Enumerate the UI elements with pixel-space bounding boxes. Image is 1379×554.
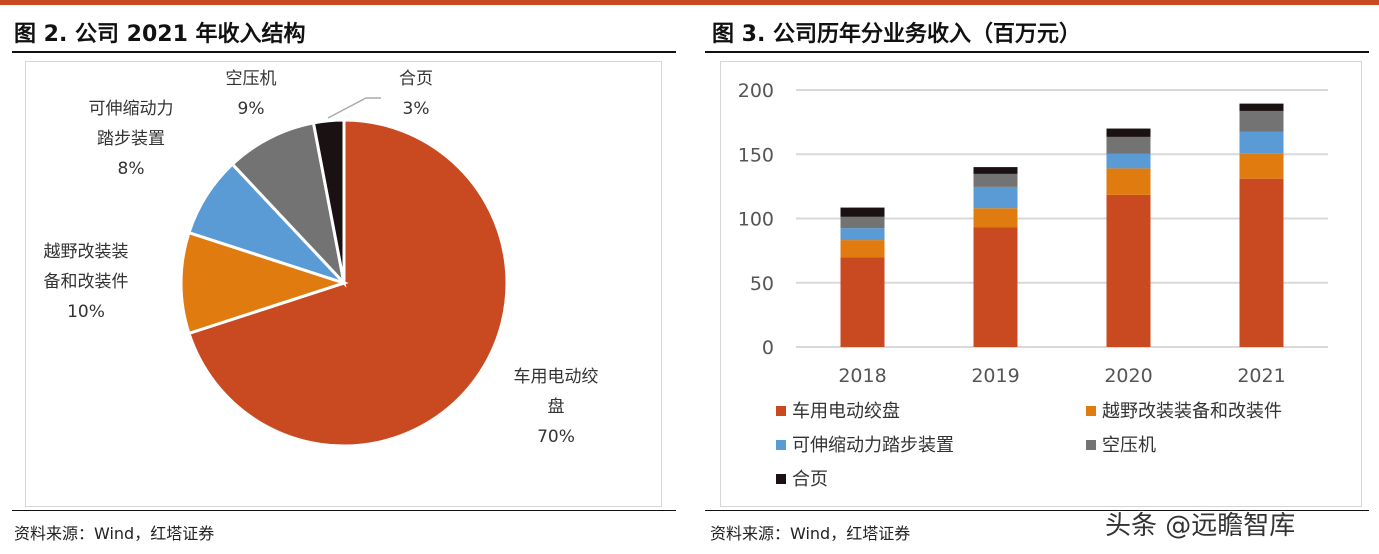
bar-segment xyxy=(1106,194,1151,347)
source-rule xyxy=(705,510,1369,511)
bar-segment xyxy=(973,227,1018,347)
x-tick-label: 2018 xyxy=(838,365,886,387)
legend-label: 可伸缩动力踏步装置 xyxy=(792,435,954,456)
legend-label: 车用电动绞盘 xyxy=(792,401,900,422)
top-accent-line xyxy=(0,0,1379,5)
bar-segment xyxy=(1239,153,1284,179)
legend-swatch xyxy=(776,406,786,416)
x-tick-label: 2019 xyxy=(971,365,1019,387)
legend-swatch xyxy=(1086,406,1096,416)
legend-label: 合页 xyxy=(792,469,828,490)
bar-segment xyxy=(840,257,885,347)
bar-chart: 0 50 100 150 200 2018 2019 2020 2021 车用电动绞盘 越野改装装备… xyxy=(738,80,1328,490)
bar-segment xyxy=(973,167,1018,174)
source-rule xyxy=(12,510,676,511)
y-tick-label: 200 xyxy=(738,80,774,102)
bar-segment xyxy=(1239,131,1284,154)
y-tick-label: 100 xyxy=(738,209,774,231)
bar-chart-title: 图 3. 公司历年分业务收入（百万元） xyxy=(712,22,1081,47)
slice-label: 越野改装装备和改装件 10% xyxy=(44,242,129,322)
bar-segment xyxy=(840,240,885,258)
pie-chart: 车用电动绞盘 70% 越野改装装备和改装件 10% 可伸缩动力踏步装置 8% 空压机 9% 合页… xyxy=(44,69,599,448)
bar-segment xyxy=(1106,128,1151,137)
legend-label: 越野改装装备和改装件 xyxy=(1102,401,1282,422)
bar-segment xyxy=(1239,178,1284,347)
legend-swatch xyxy=(776,474,786,484)
bar-segment xyxy=(840,216,885,229)
legend-swatch xyxy=(776,440,786,450)
pie-slice xyxy=(230,121,347,288)
x-tick-label: 2020 xyxy=(1104,365,1152,387)
slice-label: 车用电动绞盘 70% xyxy=(514,367,599,447)
bar-chart-frame: 0 50 100 150 200 2018 2019 2020 2021 车用电动绞盘 越野改装装备… xyxy=(720,61,1362,507)
leader-line xyxy=(327,97,381,119)
bar-segment xyxy=(973,186,1018,209)
bar-segment xyxy=(1106,136,1151,154)
bar-segment xyxy=(1239,110,1284,132)
legend-label: 空压机 xyxy=(1102,435,1156,456)
watermark: 头条 @远瞻智库 xyxy=(1105,511,1296,541)
bar-source: 资料来源：Wind，红塔证券 xyxy=(710,524,911,543)
pie-chart-title: 图 2. 公司 2021 年收入结构 xyxy=(14,22,306,47)
bar-segment xyxy=(1106,153,1151,169)
bar-segment xyxy=(1239,103,1284,111)
pie-slice xyxy=(311,118,346,284)
slice-label: 可伸缩动力踏步装置 8% xyxy=(89,99,174,179)
bar-segment xyxy=(840,228,885,241)
title-rule xyxy=(705,51,1369,53)
pie-source: 资料来源：Wind，红塔证券 xyxy=(14,524,215,543)
slice-label: 空压机 9% xyxy=(226,69,277,119)
bar-segment xyxy=(1106,168,1151,195)
y-tick-label: 150 xyxy=(738,144,774,166)
title-rule xyxy=(12,51,676,53)
bar-segment xyxy=(973,208,1018,228)
y-tick-label: 0 xyxy=(762,337,774,359)
pie-chart-frame: 车用电动绞盘 70% 越野改装装备和改装件 10% 可伸缩动力踏步装置 8% 空压机 9% 合页… xyxy=(25,61,662,507)
bar-segment xyxy=(840,207,885,217)
bar-segment xyxy=(973,173,1018,187)
y-tick-label: 50 xyxy=(750,273,774,295)
legend-swatch xyxy=(1086,440,1096,450)
x-tick-label: 2021 xyxy=(1237,365,1285,387)
slice-label: 合页 3% xyxy=(399,69,433,119)
pie-slice xyxy=(179,230,349,336)
